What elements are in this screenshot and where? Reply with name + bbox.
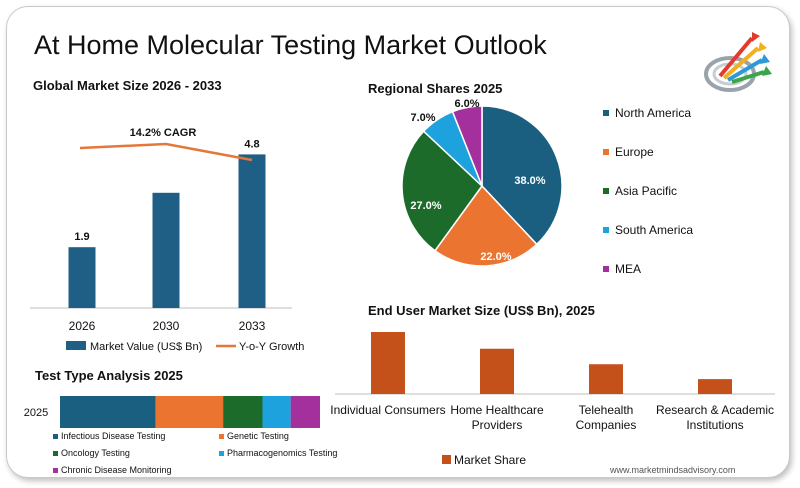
global-tick-2030: 2030 [153, 319, 180, 333]
global-tick-2033: 2033 [239, 319, 266, 333]
pie-slice-north-america [481, 105, 563, 246]
stack-legend-item-oncology-testing: Oncology Testing [53, 448, 130, 458]
legend-swatch [603, 227, 609, 233]
enduser-tick-2-1: Companies [576, 418, 637, 432]
global-bar-label-2033: 4.8 [244, 138, 259, 150]
pie-legend-item-mea: MEA [603, 262, 641, 276]
enduser-tick-3-1: Institutions [686, 418, 743, 432]
global-legend-market-value: Market Value (US$ Bn) [90, 341, 202, 353]
stack-segment-chronic-disease-monitoring [290, 396, 320, 428]
enduser-bar-0 [371, 332, 405, 394]
legend-label: Europe [615, 145, 654, 159]
pie-label-north-america: 38.0% [514, 175, 545, 187]
enduser-bar-1 [480, 348, 514, 394]
pie-legend-item-south-america: South America [603, 223, 693, 237]
enduser-chart-title: End User Market Size (US$ Bn), 2025 [368, 303, 595, 318]
enduser-legend-label: Market Share [454, 453, 526, 467]
stack-legend-item-genetic-testing: Genetic Testing [219, 431, 289, 441]
global-bar-2030 [152, 192, 180, 308]
legend-label: Chronic Disease Monitoring [61, 465, 172, 475]
enduser-bar-3 [698, 379, 732, 394]
pie-slice-asia-pacific [401, 130, 483, 252]
legend-swatch [219, 433, 224, 439]
enduser-tick-2-0: Telehealth [579, 403, 634, 417]
legend-label: Oncology Testing [61, 448, 130, 458]
page-title: At Home Molecular Testing Market Outlook [34, 30, 547, 60]
global-legend-swatch-market-value [66, 341, 86, 350]
enduser-tick-1-0: Home Healthcare [450, 403, 544, 417]
enduser-bar-2 [589, 364, 623, 394]
source-url[interactable]: www.marketmindsadvisory.com [610, 465, 736, 475]
pie-slice-europe [433, 184, 538, 267]
enduser-bar-chart: Individual Consumers Home HealthcareProvi… [330, 332, 775, 467]
legend-label: Asia Pacific [615, 184, 678, 198]
pie-label-europe: 22.0% [480, 251, 511, 263]
legend-label: MEA [615, 262, 642, 276]
legend-label: Pharmacogenomics Testing [227, 448, 338, 458]
pie-slice-mea [451, 105, 483, 187]
legend-swatch [53, 433, 58, 439]
global-legend-growth: Y-o-Y Growth [239, 341, 304, 353]
regional-chart-title: Regional Shares 2025 [368, 81, 503, 96]
legend-label: Infectious Disease Testing [61, 431, 166, 441]
global-bar-2026 [68, 247, 96, 308]
enduser-legend-swatch [442, 455, 451, 464]
legend-swatch [603, 188, 609, 194]
legend-swatch [603, 149, 609, 155]
global-growth-line [79, 142, 253, 162]
pie-label-mea: 6.0% [454, 98, 479, 110]
pie-legend-item-north-america: North America [603, 106, 691, 120]
testtype-chart-title: Test Type Analysis 2025 [35, 368, 183, 383]
pie-legend-item-europe: Europe [603, 145, 654, 159]
enduser-tick-0-0: Individual Consumers [330, 403, 445, 417]
legend-swatch [53, 450, 58, 456]
legend-swatch [53, 467, 58, 473]
pie-label-south-america: 7.0% [410, 112, 435, 124]
legend-label: South America [615, 223, 694, 237]
testtype-stacked-bar: 2025 [24, 396, 320, 428]
legend-swatch [219, 450, 224, 456]
stack-legend-item-chronic-disease-monitoring: Chronic Disease Monitoring [53, 465, 172, 475]
global-market-chart: 1.9 2026 2030 4.8 2033 14.2% CAGR Market Value… [30, 127, 304, 353]
legend-swatch [603, 110, 609, 116]
global-tick-2026: 2026 [69, 319, 96, 333]
pie-label-asia-pacific: 27.0% [410, 200, 441, 212]
global-chart-title: Global Market Size 2026 - 2033 [33, 78, 222, 93]
legend-swatch [603, 266, 609, 272]
legend-label: North America [615, 106, 692, 120]
stack-category-label: 2025 [24, 407, 48, 419]
global-bar-label-2026: 1.9 [74, 231, 89, 243]
global-cagr-annotation: 14.2% CAGR [130, 127, 197, 139]
stack-segment-genetic-testing [155, 396, 224, 428]
legend-label: Genetic Testing [227, 431, 289, 441]
regional-pie-chart: 38.0% 22.0% 27.0% 7.0% 6.0% [401, 98, 563, 267]
stack-legend-item-infectious-disease-testing: Infectious Disease Testing [53, 431, 165, 441]
enduser-tick-1-1: Providers [472, 418, 523, 432]
stack-segment-pharmacogenomics-testing [262, 396, 291, 428]
enduser-tick-3-0: Research & Academic [656, 403, 774, 417]
stack-segment-oncology-testing [223, 396, 263, 428]
stack-segment-infectious-disease-testing [60, 396, 156, 428]
pie-legend-item-asia-pacific: Asia Pacific [603, 184, 677, 198]
brand-logo [704, 32, 772, 92]
stack-legend-item-pharmacogenomics-testing: Pharmacogenomics Testing [219, 448, 337, 458]
global-bar-2033 [238, 154, 266, 308]
